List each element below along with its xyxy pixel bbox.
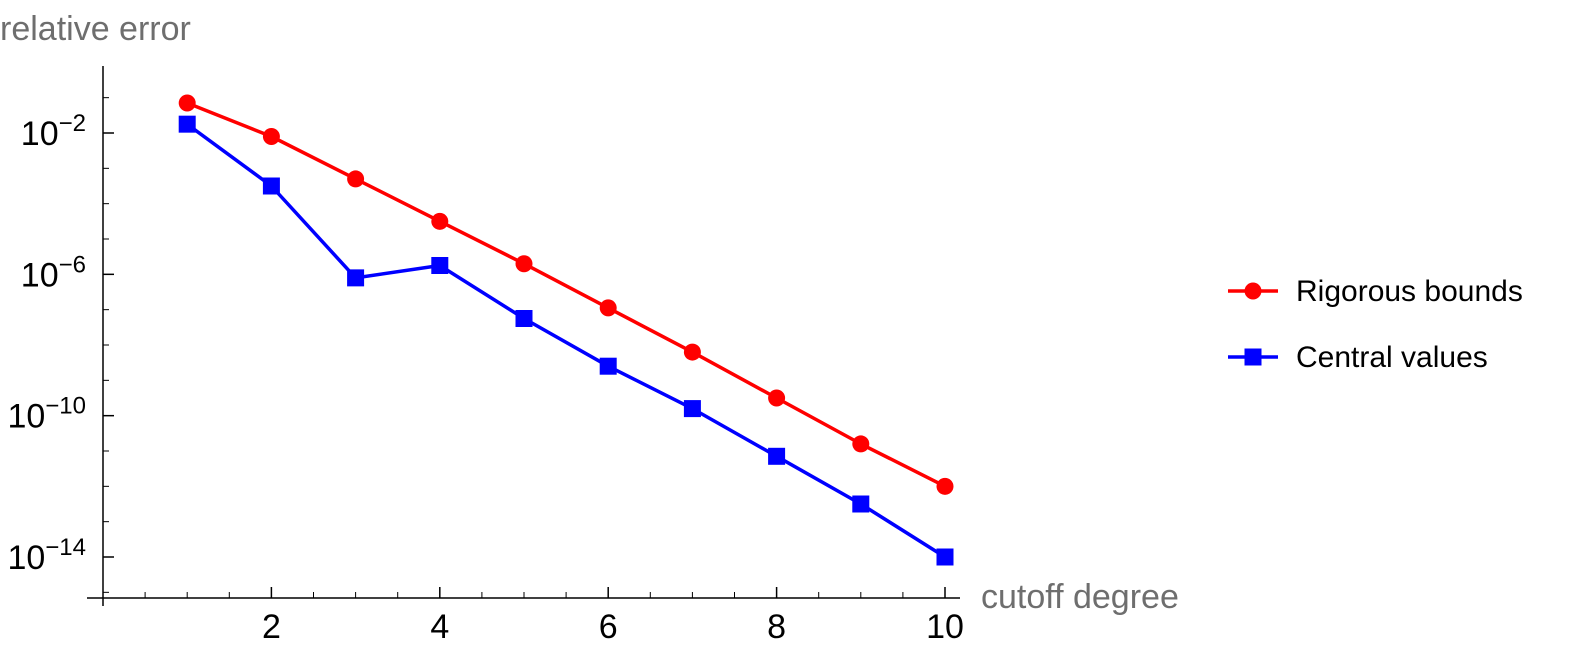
data-point xyxy=(936,548,954,566)
series-line xyxy=(186,101,946,488)
data-point xyxy=(683,343,701,361)
x-tick-label: 10 xyxy=(926,608,964,646)
data-point xyxy=(515,255,533,273)
legend-label: Central values xyxy=(1296,341,1488,374)
y-tick-base: 10 xyxy=(21,256,59,294)
x-tick-label: 8 xyxy=(767,608,786,646)
data-point xyxy=(347,269,365,287)
data-point xyxy=(768,389,786,407)
y-tick-label: 10−14 xyxy=(7,534,86,577)
x-tick-label: 2 xyxy=(262,608,281,646)
y-tick-exponent: −6 xyxy=(59,251,86,278)
x-tick-label: 4 xyxy=(430,608,449,646)
data-point xyxy=(852,435,870,453)
legend-label: Rigorous bounds xyxy=(1296,275,1523,308)
y-tick-base: 10 xyxy=(7,398,45,436)
y-tick-base: 10 xyxy=(21,115,59,153)
data-point xyxy=(431,257,449,274)
data-point xyxy=(515,310,533,327)
data-point xyxy=(178,94,196,112)
legend-item: Central values xyxy=(1228,341,1488,374)
data-point xyxy=(262,177,280,195)
x-minor-ticks xyxy=(144,592,904,598)
data-point xyxy=(599,357,617,375)
data-point xyxy=(262,128,280,146)
y-tick-exponent: −2 xyxy=(59,110,86,137)
x-ticks: 2 4 6 8 10 xyxy=(262,587,964,646)
data-point xyxy=(768,447,786,465)
data-point xyxy=(347,170,365,188)
series-layer xyxy=(178,94,954,566)
y-tick-label: 10−2 xyxy=(21,110,86,153)
y-tick-exponent: −14 xyxy=(45,534,86,561)
data-point xyxy=(178,115,196,133)
legend-marker xyxy=(1244,348,1262,366)
data-point xyxy=(599,299,617,317)
legend-item: Rigorous bounds xyxy=(1228,275,1523,308)
legend: Rigorous bounds Central values xyxy=(1228,275,1523,374)
data-point xyxy=(936,477,954,495)
data-point xyxy=(683,400,701,418)
data-point xyxy=(852,495,870,513)
y-minor-ticks xyxy=(103,97,109,593)
y-axis-title: relative error xyxy=(0,10,191,48)
x-tick-label: 6 xyxy=(599,608,618,646)
series-line xyxy=(186,122,946,559)
y-tick-label: 10−10 xyxy=(7,393,86,436)
x-axis-title: cutoff degree xyxy=(981,578,1179,616)
legend-marker xyxy=(1244,282,1262,300)
y-tick-base: 10 xyxy=(7,539,45,577)
y-tick-exponent: −10 xyxy=(45,393,86,420)
y-tick-label: 10−6 xyxy=(21,251,86,294)
series-central-values xyxy=(178,115,954,566)
data-point xyxy=(431,212,449,230)
series-rigorous-bounds xyxy=(178,94,954,495)
